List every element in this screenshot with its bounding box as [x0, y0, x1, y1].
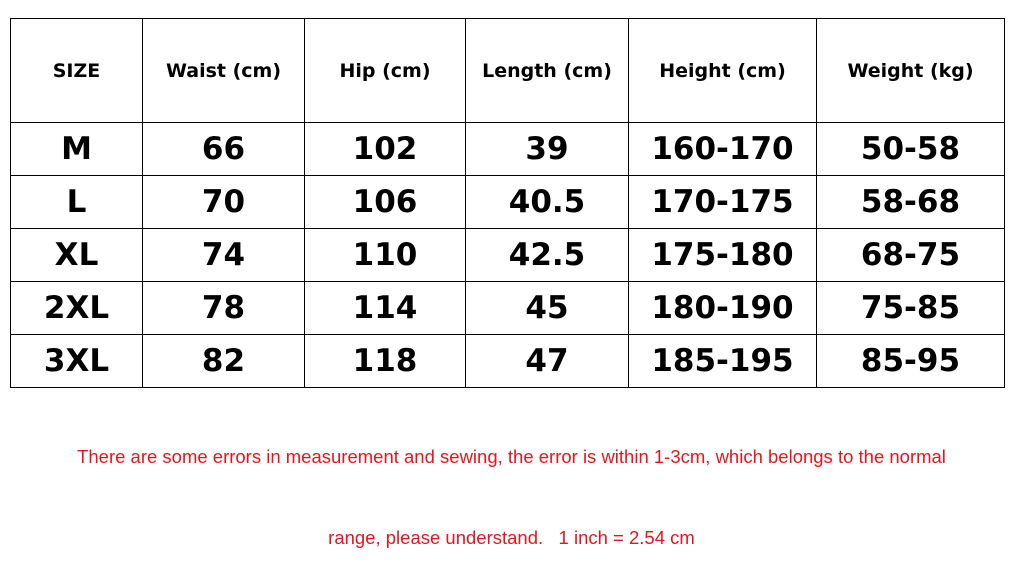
- table-cell: 170-175: [628, 175, 817, 229]
- table-cell: 66: [142, 122, 305, 176]
- column-header: Weight (kg): [816, 18, 1005, 123]
- size-cell: L: [10, 175, 143, 229]
- column-header: Length (cm): [465, 18, 629, 123]
- table-row: M 66 102 39 160-170 50-58: [10, 122, 1005, 176]
- table-cell: 114: [304, 281, 466, 335]
- table-cell: 45: [465, 281, 629, 335]
- table-cell: 106: [304, 175, 466, 229]
- table-cell: 180-190: [628, 281, 817, 335]
- size-cell: 3XL: [10, 334, 143, 388]
- table-row: XL 74 110 42.5 175-180 68-75: [10, 228, 1005, 282]
- table-cell: 160-170: [628, 122, 817, 176]
- table-cell: 74: [142, 228, 305, 282]
- table-cell: 47: [465, 334, 629, 388]
- table-cell: 175-180: [628, 228, 817, 282]
- table-cell: 78: [142, 281, 305, 335]
- column-header: Waist (cm): [142, 18, 305, 123]
- table-cell: 85-95: [816, 334, 1005, 388]
- size-chart-table: SIZE Waist (cm) Hip (cm) Length (cm) Height …: [10, 18, 1005, 388]
- column-header: Hip (cm): [304, 18, 466, 123]
- table-cell: 42.5: [465, 228, 629, 282]
- note-line-1: There are some errors in measurement and…: [77, 446, 946, 467]
- column-header: SIZE: [10, 18, 143, 123]
- table-row: 3XL 82 118 47 185-195 85-95: [10, 334, 1005, 388]
- size-cell: M: [10, 122, 143, 176]
- table-cell: 70: [142, 175, 305, 229]
- table-cell: 68-75: [816, 228, 1005, 282]
- table-cell: 40.5: [465, 175, 629, 229]
- measurement-note: There are some errors in measurement and…: [0, 389, 1023, 578]
- table-cell: 58-68: [816, 175, 1005, 229]
- table-cell: 82: [142, 334, 305, 388]
- header-row: SIZE Waist (cm) Hip (cm) Length (cm) Height …: [10, 18, 1005, 123]
- table-cell: 39: [465, 122, 629, 176]
- table-row: L 70 106 40.5 170-175 58-68: [10, 175, 1005, 229]
- note-line-2: range, please understand. 1 inch = 2.54 …: [328, 527, 695, 548]
- table-row: 2XL 78 114 45 180-190 75-85: [10, 281, 1005, 335]
- column-header: Height (cm): [628, 18, 817, 123]
- table-cell: 50-58: [816, 122, 1005, 176]
- size-cell: XL: [10, 228, 143, 282]
- table-cell: 185-195: [628, 334, 817, 388]
- table-body: M 66 102 39 160-170 50-58 L 70 106 40.5 170-175 58-…: [10, 122, 1005, 388]
- table-cell: 118: [304, 334, 466, 388]
- table-cell: 75-85: [816, 281, 1005, 335]
- size-cell: 2XL: [10, 281, 143, 335]
- table-cell: 102: [304, 122, 466, 176]
- table-cell: 110: [304, 228, 466, 282]
